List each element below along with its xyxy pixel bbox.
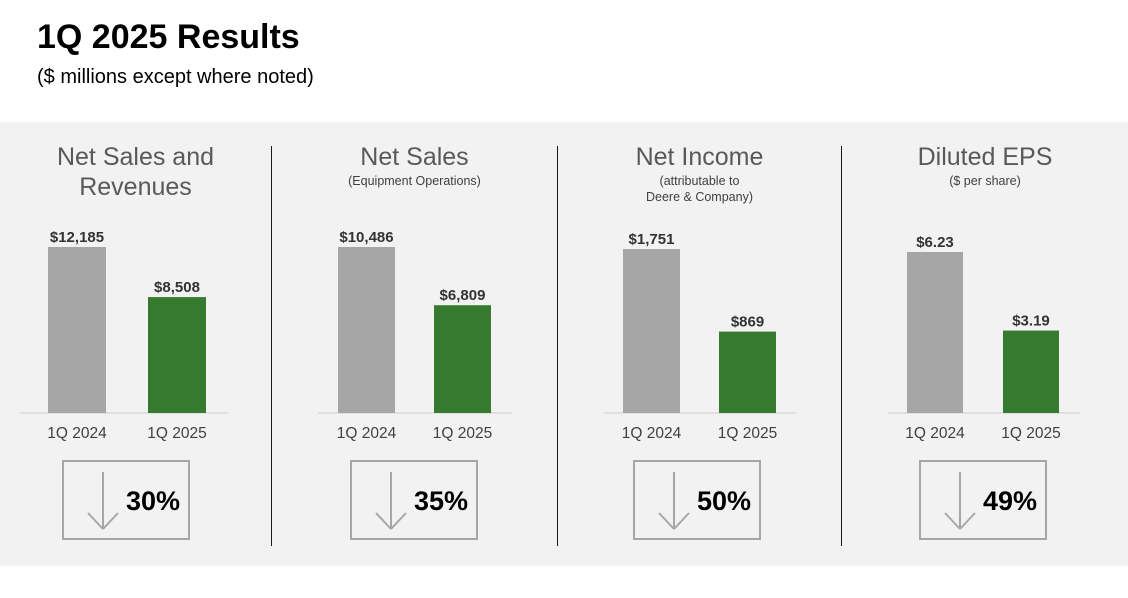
metric-panel: Net Sales and Revenues $12,185 1Q 2024 $8,50…: [0, 122, 271, 566]
x-tick-label: 1Q 2024: [47, 425, 107, 442]
down-arrow-icon: [943, 472, 977, 537]
panel-title-line: Net Sales: [360, 143, 469, 171]
change-percent: 35%: [414, 486, 469, 516]
metric-panel: Net Income (attributable to Deere & Compan…: [558, 122, 841, 566]
panel-title: Net Sales and Revenues: [0, 142, 271, 202]
bar-1q-2024: [907, 252, 963, 413]
change-percent: 50%: [697, 486, 752, 516]
panel-subtitle-line: (attributable to: [659, 174, 740, 188]
panel-title: Net Sales: [272, 142, 557, 172]
change-box: 50%: [633, 460, 761, 540]
bar-1q-2024: [623, 249, 680, 413]
bar-value-label: $8,508: [154, 279, 200, 296]
page-title: 1Q 2025 Results: [37, 18, 300, 56]
change-box: 49%: [919, 460, 1047, 540]
bar-chart: $10,486 1Q 2024 $6,809 1Q 2025: [318, 229, 512, 442]
x-tick-label: 1Q 2024: [905, 425, 965, 442]
panel-subtitle: (attributable to Deere & Company): [558, 173, 841, 205]
x-tick-label: 1Q 2024: [622, 425, 682, 442]
bar-value-label: $10,486: [339, 229, 393, 246]
panel-divider: [557, 146, 558, 546]
bar-chart: $6.23 1Q 2024 $3.19 1Q 2025: [888, 234, 1080, 442]
bar-1q-2025: [434, 305, 491, 413]
change-box: 30%: [62, 460, 190, 540]
bar-value-label: $869: [731, 314, 764, 331]
panel-title-line: Diluted EPS: [917, 143, 1053, 171]
x-tick-label: 1Q 2025: [147, 425, 206, 442]
x-tick-label: 1Q 2025: [433, 425, 492, 442]
panel-title-line: Net Income: [635, 143, 764, 171]
change-box: 35%: [350, 460, 478, 540]
bar-1q-2025: [148, 297, 206, 413]
bar-value-label: $1,751: [629, 231, 675, 248]
panel-subtitle: (Equipment Operations): [272, 173, 557, 189]
bar-value-label: $6.23: [916, 234, 954, 251]
down-arrow-icon: [86, 472, 120, 537]
panel-divider: [271, 146, 272, 546]
panel-subtitle-line: ($ per share): [949, 174, 1021, 188]
panel-title-line: Revenues: [79, 173, 192, 201]
bar-chart: $12,185 1Q 2024 $8,508 1Q 2025: [20, 229, 228, 442]
x-tick-label: 1Q 2025: [1001, 425, 1060, 442]
bar-value-label: $12,185: [50, 229, 104, 246]
panel-subtitle-line: (Equipment Operations): [348, 174, 481, 188]
down-arrow-icon: [374, 472, 408, 537]
panel-subtitle: ($ per share): [842, 173, 1128, 189]
bar-1q-2024: [48, 247, 106, 413]
panel-title: Diluted EPS: [842, 142, 1128, 172]
panel-title: Net Income: [558, 142, 841, 172]
panel-divider: [841, 146, 842, 546]
bar-1q-2025: [1003, 330, 1059, 413]
panel-subtitle-line: Deere & Company): [646, 190, 753, 204]
page-subtitle: ($ millions except where noted): [37, 66, 314, 88]
x-tick-label: 1Q 2024: [337, 425, 397, 442]
x-tick-label: 1Q 2025: [718, 425, 777, 442]
bar-1q-2024: [338, 247, 395, 413]
change-percent: 49%: [983, 486, 1038, 516]
bar-1q-2025: [719, 331, 776, 413]
bar-value-label: $6,809: [440, 287, 486, 304]
panel-title-line: Net Sales and: [56, 143, 215, 171]
metric-panel: Diluted EPS ($ per share) $6.23 1Q 2024 $3.1…: [842, 122, 1128, 566]
down-arrow-icon: [657, 472, 691, 537]
metric-panel: Net Sales (Equipment Operations) $10,486 1Q…: [272, 122, 557, 566]
change-percent: 30%: [126, 486, 181, 516]
bar-chart: $1,751 1Q 2024 $869 1Q 2025: [604, 231, 796, 442]
bar-value-label: $3.19: [1012, 313, 1050, 330]
